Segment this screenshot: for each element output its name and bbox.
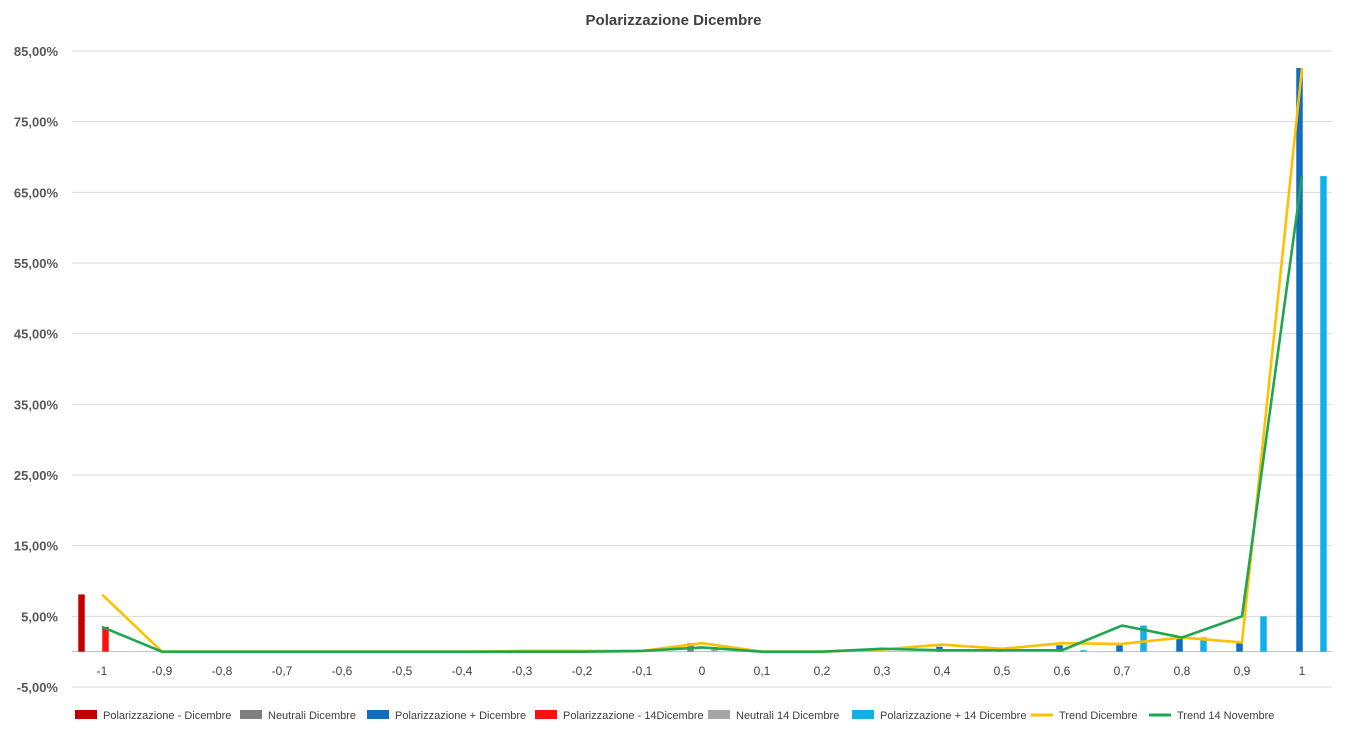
x-tick-label: -0,7 xyxy=(272,664,293,678)
x-tick-label: 0,1 xyxy=(754,664,771,678)
x-tick-label: 1 xyxy=(1299,664,1306,678)
legend-label: Trend Dicembre xyxy=(1059,710,1137,722)
y-tick-label: 35,00% xyxy=(14,397,59,412)
series-line xyxy=(101,67,1304,653)
legend-label: Polarizzazione + Dicembre xyxy=(395,710,526,722)
series-line xyxy=(101,175,1304,653)
legend-swatch xyxy=(367,710,389,719)
bar xyxy=(1116,645,1123,652)
x-tick-label: -0,5 xyxy=(392,664,413,678)
x-tick-label: -0,9 xyxy=(152,664,173,678)
bar xyxy=(1080,650,1087,652)
legend-label: Polarizzazione - 14Dicembre xyxy=(563,710,704,722)
x-tick-label: 0,4 xyxy=(934,664,951,678)
chart-title: Polarizzazione Dicembre xyxy=(585,12,762,29)
x-tick-label: -0,6 xyxy=(332,664,353,678)
x-tick-label: -0,1 xyxy=(632,664,653,678)
bar xyxy=(1176,637,1183,652)
x-tick-label: 0,9 xyxy=(1234,664,1251,678)
x-tick-label: 0,7 xyxy=(1114,664,1131,678)
x-tick-label: -1 xyxy=(97,664,108,678)
x-tick-label: 0,8 xyxy=(1174,664,1191,678)
x-tick-label: -0,2 xyxy=(572,664,593,678)
legend-swatch xyxy=(852,710,874,719)
bar xyxy=(1296,67,1303,652)
legend-swatch xyxy=(708,710,730,719)
x-tick-label: -0,4 xyxy=(452,664,473,678)
x-tick-label: 0 xyxy=(699,664,706,678)
x-tick-label: -0,8 xyxy=(212,664,233,678)
y-tick-label: 15,00% xyxy=(14,539,59,554)
bar xyxy=(1200,637,1207,652)
y-tick-label: 45,00% xyxy=(14,327,59,342)
legend-label: Polarizzazione - Dicembre xyxy=(103,710,231,722)
legend-label: Neutrali 14 Dicembre xyxy=(736,710,839,722)
y-tick-label: 55,00% xyxy=(14,256,59,271)
legend-swatch xyxy=(535,710,557,719)
x-tick-label: 0,6 xyxy=(1054,664,1071,678)
y-tick-label: -5,00% xyxy=(17,680,59,695)
y-tick-label: 25,00% xyxy=(14,468,59,483)
bar xyxy=(1260,616,1267,652)
x-tick-label: 0,5 xyxy=(994,664,1011,678)
y-tick-label: 65,00% xyxy=(14,185,59,200)
bar xyxy=(78,594,85,652)
legend-swatch xyxy=(75,710,97,719)
y-tick-label: 5,00% xyxy=(21,609,58,624)
bar xyxy=(1140,625,1147,652)
bar xyxy=(1236,643,1243,652)
legend-label: Trend 14 Novembre xyxy=(1177,710,1274,722)
y-tick-label: 85,00% xyxy=(14,44,59,59)
x-tick-label: 0,3 xyxy=(874,664,891,678)
x-tick-label: -0,3 xyxy=(512,664,533,678)
legend-swatch xyxy=(240,710,262,719)
y-tick-label: 75,00% xyxy=(14,115,59,130)
legend-label: Neutrali Dicembre xyxy=(268,710,356,722)
x-tick-label: 0,2 xyxy=(814,664,831,678)
legend-label: Polarizzazione + 14 Dicembre xyxy=(880,710,1026,722)
bar xyxy=(102,626,109,652)
bar xyxy=(1056,645,1063,652)
bar xyxy=(1320,176,1327,652)
